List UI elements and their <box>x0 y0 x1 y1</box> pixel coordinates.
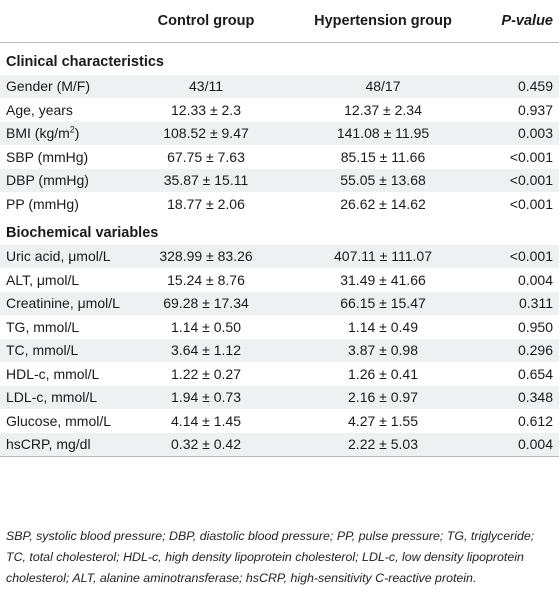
hypertension-value: 48/17 <box>288 74 478 98</box>
table-row: DBP (mmHg) 35.87 ± 15.11 55.05 ± 13.68 <0.0… <box>0 168 559 192</box>
row-label: Glucose, mmol/L <box>6 412 112 429</box>
p-value: 0.654 <box>517 365 553 382</box>
row-label-text: BMI (kg/m <box>6 125 70 142</box>
table-row: TC, mmol/L 3.64 ± 1.12 3.87 ± 0.98 0.296 <box>0 338 559 362</box>
p-value: <0.001 <box>509 148 553 165</box>
control-value: 4.14 ± 1.45 <box>171 412 241 429</box>
hypertension-value: 55.05 ± 13.68 <box>288 168 478 192</box>
control-value: 35.87 ± 15.11 <box>124 168 288 192</box>
row-label: PP (mmHg) <box>6 195 79 212</box>
section-header-row: Biochemical variables <box>0 216 559 245</box>
table-row: ALT, μmol/L 15.24 ± 8.76 31.49 ± 41.66 0.00… <box>0 268 559 292</box>
hypertension-value: 1.14 ± 0.49 <box>348 318 418 335</box>
data-table: Control group Hypertension group P-value… <box>0 0 559 457</box>
table-row: Age, years 12.33 ± 2.3 12.37 ± 2.34 0.937 <box>0 98 559 122</box>
p-value: <0.001 <box>478 244 559 268</box>
hypertension-value: 1.26 ± 0.41 <box>348 365 418 382</box>
p-value: 0.612 <box>517 412 553 429</box>
hypertension-value: 66.15 ± 15.47 <box>288 291 478 315</box>
control-value: 15.24 ± 8.76 <box>167 271 245 288</box>
row-label: HDL-c, mmol/L <box>6 365 100 382</box>
hypertension-value: 3.87 ± 0.98 <box>288 338 478 362</box>
hypertension-value: 4.27 ± 1.55 <box>348 412 418 429</box>
p-value: 0.459 <box>478 74 559 98</box>
row-label: Gender (M/F) <box>0 74 124 98</box>
row-label: hsCRP, mg/dl <box>0 432 124 457</box>
table-row: Uric acid, μmol/L 328.99 ± 83.26 407.11 ± … <box>0 244 559 268</box>
control-value: 1.94 ± 0.73 <box>124 385 288 409</box>
table-row: LDL-c, mmol/L 1.94 ± 0.73 2.16 ± 0.97 0.348 <box>0 385 559 409</box>
p-value-label: P-value <box>501 13 553 29</box>
header-cell-variable <box>0 0 124 43</box>
table-header-row: Control group Hypertension group P-value <box>0 0 559 43</box>
table-row: HDL-c, mmol/L 1.22 ± 0.27 1.26 ± 0.41 0.654 <box>0 362 559 386</box>
table-row: hsCRP, mg/dl 0.32 ± 0.42 2.22 ± 5.03 0.004 <box>0 432 559 457</box>
control-value: 1.22 ± 0.27 <box>171 365 241 382</box>
p-value: 0.003 <box>478 121 559 145</box>
table-row: Gender (M/F) 43/11 48/17 0.459 <box>0 74 559 98</box>
table-row: Glucose, mmol/L 4.14 ± 1.45 4.27 ± 1.55 0.6… <box>0 409 559 433</box>
row-label: TC, mmol/L <box>0 338 124 362</box>
header-cell-control-group: Control group <box>124 0 288 43</box>
table-row: PP (mmHg) 18.77 ± 2.06 26.62 ± 14.62 <0.001 <box>0 192 559 216</box>
p-value: 0.950 <box>517 318 553 335</box>
hypertension-value: 26.62 ± 14.62 <box>340 195 426 212</box>
section-title: Clinical characteristics <box>6 53 164 70</box>
control-value: 12.33 ± 2.3 <box>171 101 241 118</box>
p-value: 0.004 <box>517 271 553 288</box>
control-value: 67.75 ± 7.63 <box>167 148 245 165</box>
section-title: Biochemical variables <box>6 225 159 241</box>
p-value: 0.937 <box>517 101 553 118</box>
control-value: 108.52 ± 9.47 <box>124 121 288 145</box>
hypertension-value: 407.11 ± 111.07 <box>288 244 478 268</box>
row-label: LDL-c, mmol/L <box>0 385 124 409</box>
table-footnote: SBP, systolic blood pressure; DBP, diast… <box>6 529 535 585</box>
header-cell-p-value: P-value <box>478 0 559 43</box>
control-value: 0.32 ± 0.42 <box>124 432 288 457</box>
row-label: Age, years <box>6 101 73 118</box>
p-value: <0.001 <box>478 168 559 192</box>
p-value: 0.004 <box>478 432 559 457</box>
table-row: BMI (kg/m2) 108.52 ± 9.47 141.08 ± 11.95 0.… <box>0 121 559 145</box>
hypertension-value: 31.49 ± 41.66 <box>340 271 426 288</box>
table-body: Clinical characteristics Gender (M/F) 43/1… <box>0 43 559 457</box>
control-value: 3.64 ± 1.12 <box>124 338 288 362</box>
hypertension-value: 141.08 ± 11.95 <box>288 121 478 145</box>
row-label: Creatinine, μmol/L <box>0 291 124 315</box>
row-label: ALT, μmol/L <box>6 271 80 288</box>
row-label: SBP (mmHg) <box>6 148 89 165</box>
control-value: 328.99 ± 83.26 <box>124 244 288 268</box>
row-label: TG, mmol/L <box>6 318 80 335</box>
row-label: Uric acid, μmol/L <box>0 244 124 268</box>
p-value: 0.348 <box>478 385 559 409</box>
p-value: 0.296 <box>478 338 559 362</box>
hypertension-value: 2.16 ± 0.97 <box>288 385 478 409</box>
row-label: BMI (kg/m2) <box>0 121 124 145</box>
hypertension-value: 85.15 ± 11.66 <box>340 148 426 165</box>
table-row: SBP (mmHg) 67.75 ± 7.63 85.15 ± 11.66 <0.00… <box>0 145 559 169</box>
control-value: 1.14 ± 0.50 <box>171 318 241 335</box>
control-value: 69.28 ± 17.34 <box>124 291 288 315</box>
row-label-text-after: ) <box>74 125 80 142</box>
hypertension-value: 12.37 ± 2.34 <box>344 101 422 118</box>
row-label-superscript: 2 <box>69 124 75 135</box>
section-header-row: Clinical characteristics <box>0 43 559 75</box>
p-value: 0.311 <box>478 291 559 315</box>
control-value: 18.77 ± 2.06 <box>167 195 245 212</box>
p-value: <0.001 <box>509 195 553 212</box>
hypertension-value: 2.22 ± 5.03 <box>288 432 478 457</box>
header-cell-hypertension-group: Hypertension group <box>288 0 478 43</box>
control-value: 43/11 <box>124 74 288 98</box>
table-row: TG, mmol/L 1.14 ± 0.50 1.14 ± 0.49 0.950 <box>0 315 559 339</box>
table-row: Creatinine, μmol/L 69.28 ± 17.34 66.15 ± 1… <box>0 291 559 315</box>
row-label: DBP (mmHg) <box>0 168 124 192</box>
